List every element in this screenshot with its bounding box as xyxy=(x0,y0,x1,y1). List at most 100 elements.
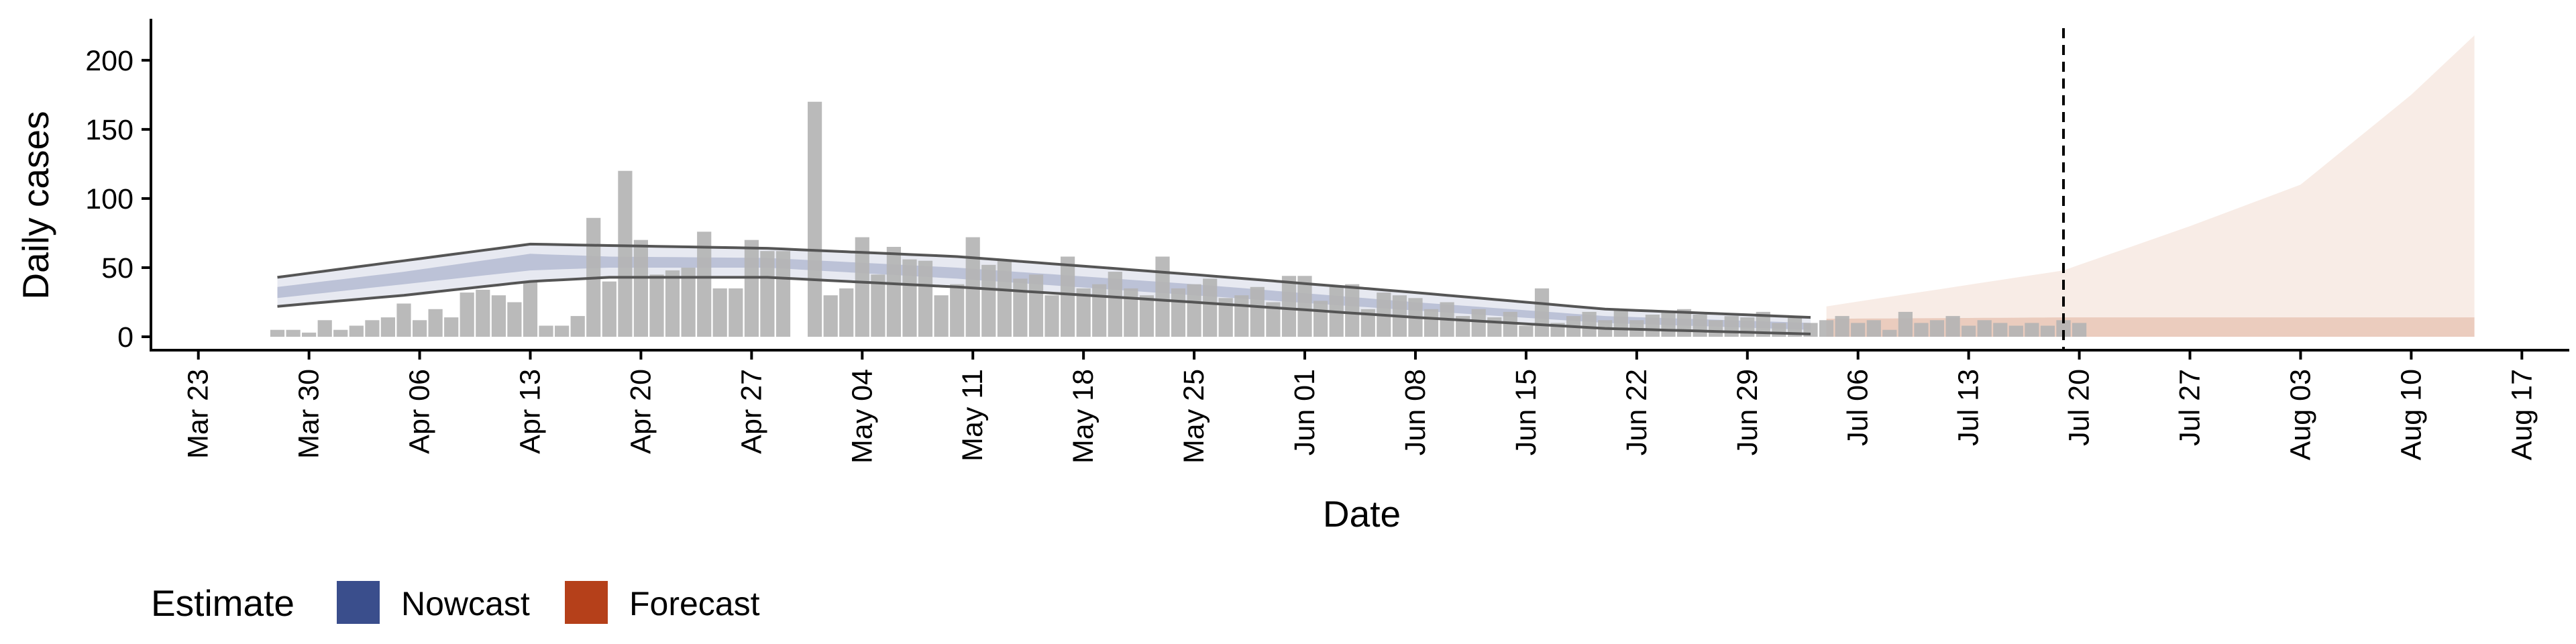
x-tick-label: Jun 08 xyxy=(1399,369,1432,455)
x-tick-label: Jul 20 xyxy=(2063,369,2096,446)
case-bar xyxy=(1503,311,1517,337)
legend-title: Estimate xyxy=(151,582,294,624)
case-bar xyxy=(1945,316,1960,337)
case-bar xyxy=(760,251,775,337)
x-tick-label: Jul 06 xyxy=(1842,369,1874,446)
y-tick-label: 50 xyxy=(101,252,133,284)
case-bar xyxy=(1139,295,1154,337)
case-bar xyxy=(981,264,996,337)
case-bar xyxy=(2056,320,2071,337)
case-bar xyxy=(396,303,411,337)
case-bar xyxy=(1013,278,1028,337)
band-outlines xyxy=(277,242,1811,335)
case-bar xyxy=(1044,295,1059,337)
case-bar xyxy=(1914,323,1929,337)
case-bar xyxy=(681,268,696,337)
case-bar xyxy=(1028,274,1044,337)
case-bar xyxy=(1250,286,1265,337)
case-bar xyxy=(349,325,364,337)
case-bar xyxy=(1724,316,1739,337)
case-bar xyxy=(1360,309,1375,337)
case-bar xyxy=(1218,298,1233,337)
legend-swatch-nowcast xyxy=(337,581,380,624)
case-bar xyxy=(365,320,380,337)
case-bar xyxy=(1124,288,1138,337)
x-tick-label: Jun 22 xyxy=(1621,369,1653,455)
case-bar xyxy=(1281,276,1297,337)
case-bar xyxy=(1092,284,1107,337)
case-bars xyxy=(270,101,2087,337)
case-bar xyxy=(1740,317,1755,337)
legend: Estimate Nowcast Forecast xyxy=(151,581,760,624)
case-bar xyxy=(633,239,648,337)
case-bar xyxy=(1693,315,1707,337)
case-bar xyxy=(460,292,474,337)
case-bar xyxy=(2040,325,2055,337)
case-bar xyxy=(523,281,538,337)
case-bar xyxy=(2072,323,2087,337)
case-bar xyxy=(1234,295,1249,337)
x-tick-label: Jul 27 xyxy=(2174,369,2206,446)
x-tick-label: Mar 23 xyxy=(182,369,215,459)
x-tick-label: Apr 13 xyxy=(515,369,547,454)
x-tick-label: May 18 xyxy=(1067,369,1099,464)
case-bar xyxy=(1613,309,1628,337)
case-bar xyxy=(1171,288,1186,337)
case-bar xyxy=(539,325,553,337)
case-bar xyxy=(507,302,522,337)
x-tick-label: Aug 03 xyxy=(2284,369,2316,460)
case-bar xyxy=(1187,284,1201,337)
case-bar xyxy=(1313,301,1328,337)
case-bar xyxy=(775,251,791,337)
case-bar xyxy=(1487,317,1502,337)
case-bar xyxy=(317,320,332,337)
case-bar xyxy=(1835,316,1849,337)
case-bar xyxy=(1345,284,1360,337)
case-bar xyxy=(1297,276,1312,337)
x-tick-label: Jun 29 xyxy=(1731,369,1764,455)
case-bar xyxy=(1882,329,1897,337)
case-bar xyxy=(665,270,680,337)
case-bar xyxy=(2008,325,2023,337)
case-bar xyxy=(649,274,664,337)
x-tick-label: Apr 27 xyxy=(735,369,767,454)
case-bar xyxy=(839,288,854,337)
case-bar xyxy=(1756,311,1770,337)
x-tick-label: Mar 30 xyxy=(293,369,325,459)
x-tick-label: Jun 01 xyxy=(1289,369,1321,455)
x-tick-label: Aug 17 xyxy=(2506,369,2538,460)
case-bar xyxy=(1661,311,1676,337)
case-bar xyxy=(413,320,427,337)
case-bar xyxy=(934,295,949,337)
case-bar xyxy=(270,329,285,337)
case-bar xyxy=(808,101,822,337)
case-bar xyxy=(618,170,633,337)
y-tick-label: 0 xyxy=(117,321,133,354)
case-bar xyxy=(602,281,616,337)
x-tick-label: Jun 15 xyxy=(1510,369,1542,455)
case-bar xyxy=(729,288,743,337)
case-bar xyxy=(1819,320,1834,337)
x-tick-label: May 11 xyxy=(957,369,989,462)
x-tick-label: Aug 10 xyxy=(2395,369,2427,460)
case-bar xyxy=(286,329,301,337)
case-bar xyxy=(380,317,395,337)
case-bar xyxy=(302,332,317,337)
case-bar xyxy=(1787,316,1803,337)
case-bar xyxy=(1993,323,2008,337)
case-bar xyxy=(570,316,585,337)
x-tick-label: Jul 13 xyxy=(1953,369,1985,446)
case-bar xyxy=(950,284,965,337)
legend-label-forecast: Forecast xyxy=(629,585,760,623)
case-bar xyxy=(1061,256,1075,337)
y-tick-label: 200 xyxy=(85,45,133,77)
case-bar xyxy=(1582,311,1597,337)
case-bar xyxy=(428,309,443,337)
nowcast-upper-line xyxy=(277,242,1811,319)
legend-swatch-forecast xyxy=(565,581,608,624)
case-bar xyxy=(902,259,917,337)
case-bar xyxy=(697,231,712,337)
case-bar xyxy=(555,325,570,337)
case-bar xyxy=(1266,302,1281,337)
